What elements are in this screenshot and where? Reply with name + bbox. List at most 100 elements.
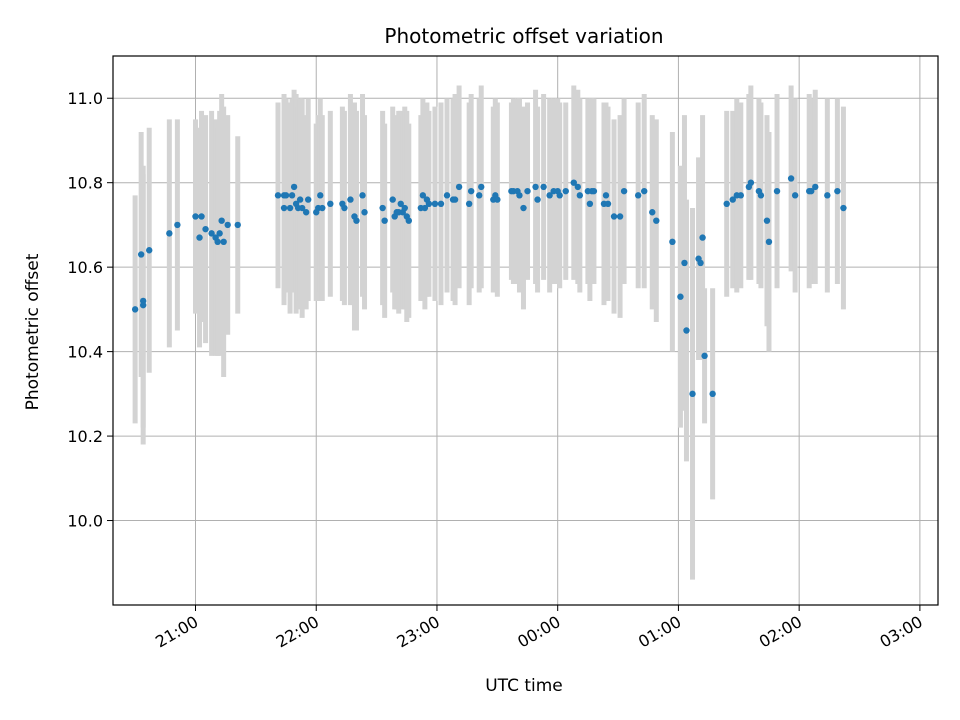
data-point [455,183,463,191]
data-point [616,213,624,220]
data-point [812,183,819,191]
data-point [681,259,688,267]
data-point [737,192,745,199]
data-point [604,200,612,208]
data-point [546,192,553,199]
data-point [359,192,366,199]
y-tick-label: 11.0 [67,89,103,108]
data-point [677,293,684,300]
data-point [620,187,628,195]
data-point [405,217,412,224]
data-point [634,192,642,199]
chart-title: Photometric offset variation [384,24,663,48]
data-point [641,187,648,195]
data-point [534,196,541,203]
data-point [540,183,547,191]
data-point [296,196,304,203]
data-point [478,183,485,191]
data-point [192,213,199,220]
data-point [602,192,610,199]
y-tick-label: 10.8 [67,174,103,193]
data-point [166,230,173,237]
data-point [683,327,690,334]
data-point [202,225,209,233]
data-point [379,204,386,212]
data-point [131,306,139,313]
data-point [824,192,831,199]
data-point [137,251,145,258]
data-point [840,204,847,212]
data-point [361,209,368,216]
data-points [131,175,847,398]
data-point [524,187,531,195]
data-point [437,200,445,208]
data-point [234,221,241,229]
x-axis-title: UTC time [485,676,563,696]
data-point [451,196,459,203]
data-point [773,187,781,195]
data-point [327,200,334,208]
data-point [562,187,569,195]
data-point [280,204,288,212]
data-point [669,238,676,246]
data-point [288,192,296,199]
y-tick-label: 10.4 [67,343,103,362]
data-point [586,200,594,208]
data-point [787,175,795,182]
data-point [347,196,354,203]
data-point [274,192,282,199]
data-point [574,183,582,191]
data-point [699,234,706,241]
y-axis-title: Photometric offset [23,253,43,410]
data-point [220,238,227,246]
data-point [389,196,396,203]
data-point [556,192,563,199]
data-point [401,204,408,212]
axes-frame [112,55,939,606]
data-point [290,183,298,191]
data-point [419,192,427,199]
data-point [709,390,716,398]
data-point [397,200,404,208]
data-point [208,230,215,237]
data-point [570,179,577,186]
data-point [421,204,429,212]
data-point [298,204,306,212]
data-point [576,192,584,199]
data-point [834,187,841,195]
data-point [174,221,181,229]
data-point [286,204,294,212]
data-point [425,200,433,208]
data-point [808,187,815,195]
data-point [653,217,660,224]
data-point [520,204,527,212]
data-point [689,390,696,398]
data-point [224,221,231,229]
data-point [198,213,205,220]
data-point [317,192,324,199]
data-point [516,192,523,199]
y-axis-ticks: 10.0 10.2 10.4 10.6 10.8 11.0 [67,89,113,531]
data-point [139,301,147,309]
data-point [757,192,765,199]
data-point [196,234,203,241]
data-point [218,217,225,224]
data-point [765,238,773,246]
data-point [282,192,290,199]
data-point [214,238,221,246]
data-point [723,200,730,208]
data-point [763,217,771,224]
data-point [791,192,799,199]
data-point [353,217,360,224]
data-point [465,200,473,208]
data-point [494,196,501,203]
data-point [216,230,223,237]
data-point [341,204,348,212]
data-point [304,196,312,203]
data-point [319,204,326,212]
data-point [467,187,475,195]
data-point [697,259,704,267]
data-point [729,196,736,203]
data-point [443,192,451,199]
